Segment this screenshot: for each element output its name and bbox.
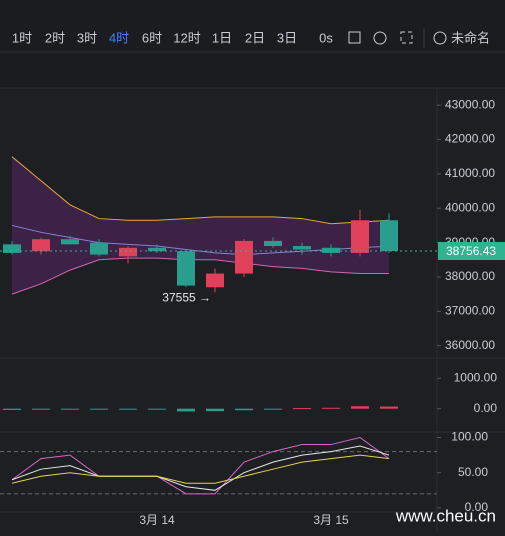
histogram-bar <box>177 408 195 412</box>
band-line <box>11 156 390 225</box>
histogram-bar <box>322 407 340 409</box>
histogram-bar <box>32 408 50 410</box>
interval-button[interactable]: 2日 <box>245 30 265 45</box>
histogram-bar <box>264 408 282 410</box>
last-price-label: 38756.43 <box>446 244 496 258</box>
candle-body <box>119 247 137 257</box>
candle-body <box>293 246 311 250</box>
last-price-box <box>438 241 505 260</box>
oscillator-line <box>11 454 390 484</box>
histogram-bar <box>293 408 311 410</box>
candle-body <box>264 240 282 247</box>
y-tick-label: 0.00 <box>474 401 498 415</box>
screenshot-icon[interactable] <box>348 31 361 44</box>
interval-button[interactable]: 2时 <box>45 30 65 45</box>
candle-body <box>148 247 166 252</box>
candle-body <box>61 239 79 245</box>
x-tick-label: 3月 14 <box>139 513 175 527</box>
y-tick-label: 42000.00 <box>445 132 495 146</box>
y-tick-label: 1000.00 <box>454 370 498 384</box>
toolbar-icons[interactable] <box>348 28 447 48</box>
histogram-bar <box>148 408 166 410</box>
y-tick-label: 36000.00 <box>445 338 495 352</box>
y-tick-label: 38000.00 <box>445 269 495 283</box>
fullscreen-icon[interactable] <box>400 31 413 44</box>
y-tick-label: 37000.00 <box>445 304 495 318</box>
histogram-bar <box>61 408 79 410</box>
replay-button[interactable]: 0s <box>319 30 333 45</box>
y-tick-label: 100.00 <box>451 430 488 444</box>
histogram-bar <box>380 406 398 409</box>
interval-button[interactable]: 1时 <box>12 30 32 45</box>
y-tick-label: 43000.00 <box>445 97 495 111</box>
histogram-bar <box>90 408 108 410</box>
watermark: www.cheu.cn <box>395 506 496 525</box>
cloud-icon[interactable] <box>433 31 447 45</box>
candle-body <box>235 240 253 274</box>
interval-button[interactable]: 4时 <box>109 30 129 45</box>
band-line <box>11 257 389 295</box>
candle-body <box>32 239 50 252</box>
interval-button[interactable]: 12时 <box>173 30 200 45</box>
y-tick-label: 41000.00 <box>445 166 495 180</box>
interval-button[interactable]: 3日 <box>277 30 297 45</box>
layout-name[interactable]: 未命名 <box>451 30 490 45</box>
candle-body <box>206 273 224 288</box>
histogram-bar <box>3 408 21 410</box>
candle-body <box>351 220 369 253</box>
y-tick-label: 0.00 <box>465 500 489 514</box>
annotation: 37555 → <box>162 290 211 304</box>
histogram-bar <box>119 408 137 410</box>
histogram-bar <box>351 406 369 409</box>
candle-body <box>322 247 340 253</box>
x-tick-label: 3月 15 <box>313 513 349 527</box>
candle-body <box>90 242 108 255</box>
settings-icon[interactable] <box>373 31 387 45</box>
oscillator-line <box>11 445 390 491</box>
histogram-bar <box>235 408 253 411</box>
interval-button[interactable]: 1日 <box>212 30 232 45</box>
histogram-bar <box>206 408 224 412</box>
candle-body <box>3 244 21 253</box>
interval-button[interactable]: 3时 <box>77 30 97 45</box>
candle-body <box>177 251 195 286</box>
y-tick-label: 50.00 <box>458 465 488 479</box>
toolbar <box>0 0 505 88</box>
candle-body <box>380 220 398 251</box>
oscillator-line <box>11 436 390 495</box>
interval-button[interactable]: 6时 <box>142 30 162 45</box>
band-fill <box>12 156 389 295</box>
y-tick-label: 40000.00 <box>445 200 495 214</box>
